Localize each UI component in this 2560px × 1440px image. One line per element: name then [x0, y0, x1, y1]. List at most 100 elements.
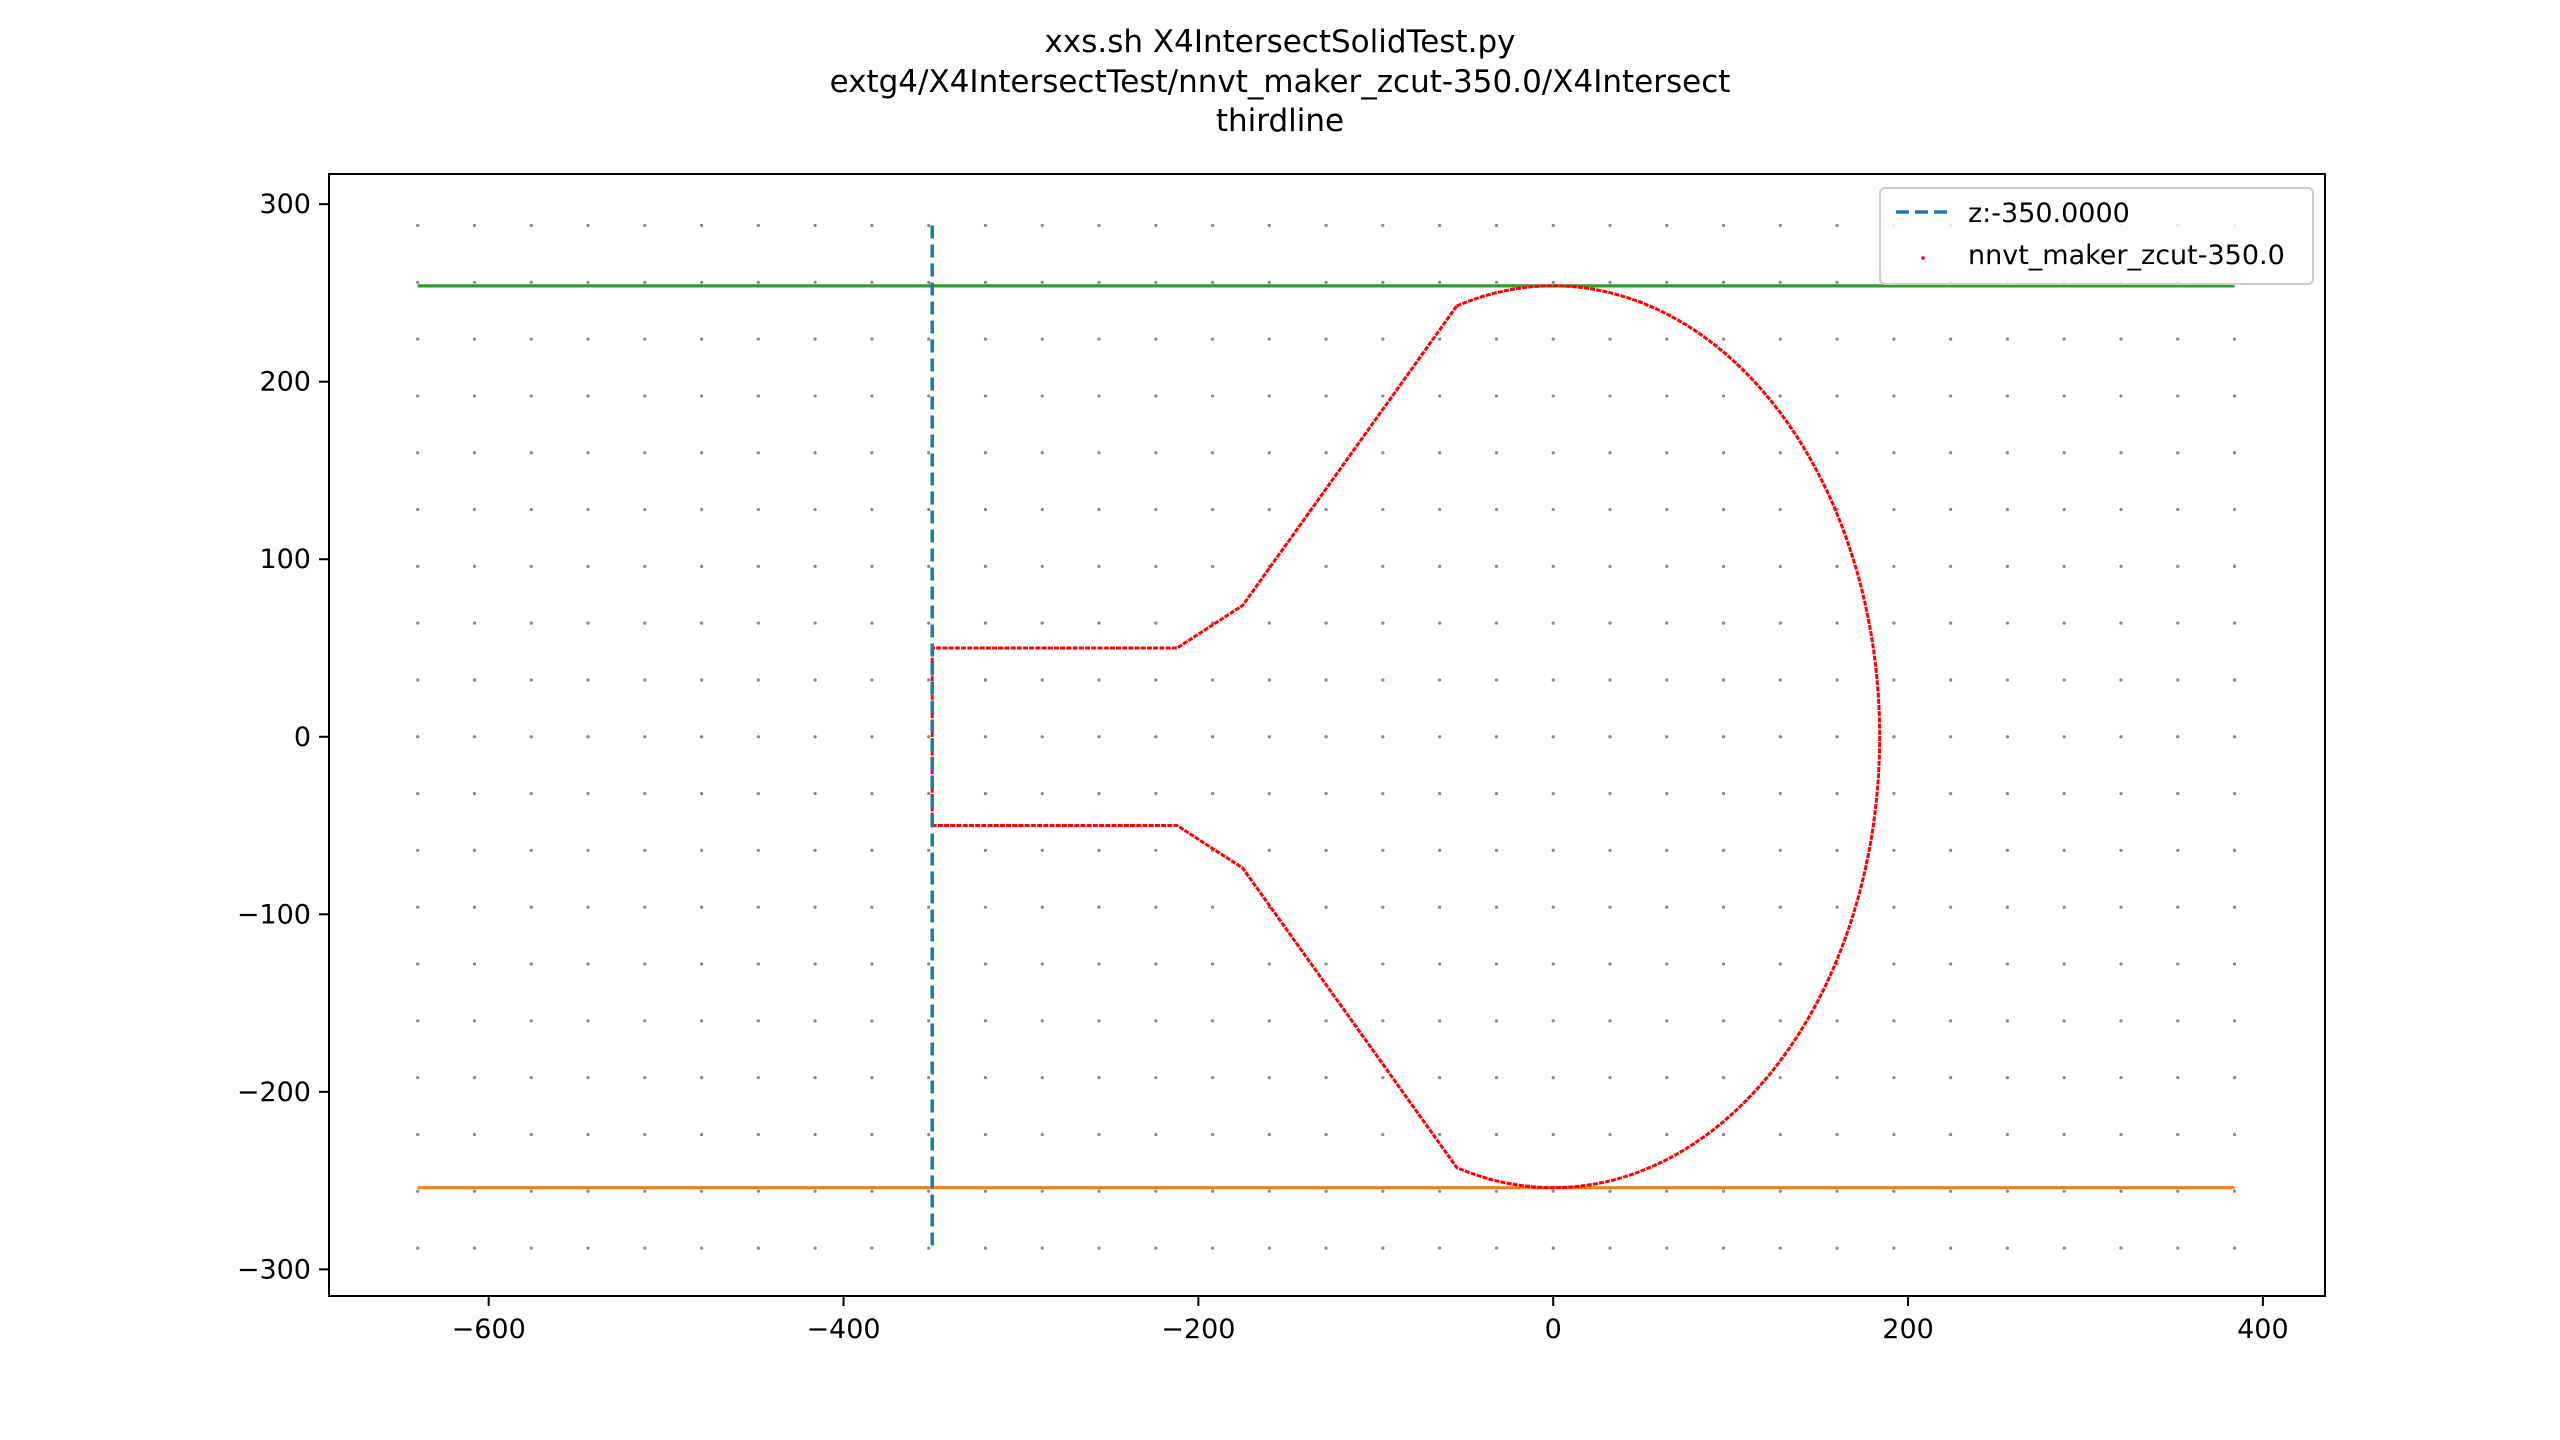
grid-point	[1721, 791, 1726, 796]
grid-point	[1210, 1246, 1215, 1250]
grid-point	[2005, 621, 2010, 625]
legend-label: z:-350.0000	[1968, 198, 2130, 229]
grid-point	[756, 394, 760, 398]
grid-point	[1324, 621, 1328, 625]
grid-point	[2232, 1132, 2237, 1137]
grid-point	[1721, 1246, 1726, 1250]
grid-point	[870, 848, 874, 852]
grid-point	[1778, 848, 1782, 852]
grid-point	[699, 223, 704, 228]
grid-point	[1438, 1246, 1442, 1250]
grid-point	[529, 394, 533, 398]
grid-point	[1267, 621, 1271, 625]
grid-point	[813, 735, 817, 739]
grid-point	[2232, 1189, 2237, 1193]
grid-point	[1892, 962, 1896, 966]
grid-point	[983, 678, 988, 682]
grid-point	[416, 962, 420, 966]
grid-point	[529, 1246, 533, 1250]
grid-point	[1949, 564, 1953, 568]
grid-point	[1721, 621, 1726, 625]
grid-point	[529, 1132, 533, 1137]
grid-point	[1210, 791, 1215, 796]
grid-point	[1494, 905, 1499, 909]
grid-point	[1154, 962, 1158, 966]
legend: z:-350.0000 nnvt_maker_zcut-350.0	[1879, 187, 2314, 285]
grid-point	[2119, 621, 2123, 625]
grid-point	[870, 1189, 874, 1193]
grid-point	[1438, 1189, 1442, 1193]
grid-point	[1040, 223, 1044, 228]
grid-point	[643, 848, 647, 852]
grid-point	[699, 962, 704, 966]
grid-point	[416, 337, 420, 341]
grid-point	[2176, 962, 2180, 966]
grid-point	[2062, 1189, 2066, 1193]
grid-point	[699, 451, 704, 455]
grid-point	[643, 735, 647, 739]
grid-point	[1835, 1189, 1839, 1193]
grid-point	[1494, 394, 1499, 398]
grid-point	[1892, 848, 1896, 852]
grid-point	[699, 1019, 704, 1023]
grid-point	[1494, 1246, 1499, 1250]
grid-point	[472, 507, 477, 512]
grid-point	[586, 1019, 590, 1023]
grid-point	[927, 280, 931, 284]
grid-point	[586, 337, 590, 341]
grid-point	[1721, 394, 1726, 398]
grid-point	[1040, 735, 1044, 739]
grid-point	[643, 223, 647, 228]
grid-point	[1494, 621, 1499, 625]
grid-point	[1040, 394, 1044, 398]
grid-point	[927, 791, 931, 796]
grid-point	[983, 280, 988, 284]
grid-point	[529, 678, 533, 682]
grid-point	[983, 507, 988, 512]
grid-point	[1892, 678, 1896, 682]
grid-point	[643, 1132, 647, 1137]
grid-point	[1438, 337, 1442, 341]
grid-point	[1267, 791, 1271, 796]
grid-point	[983, 337, 988, 341]
grid-point	[1778, 564, 1782, 568]
grid-point	[2119, 962, 2123, 966]
grid-point	[643, 337, 647, 341]
grid-point	[1210, 394, 1215, 398]
grid-point	[1494, 223, 1499, 228]
grid-point	[1154, 621, 1158, 625]
grid-point	[1438, 1076, 1442, 1080]
grid-point	[813, 1076, 817, 1080]
grid-point	[529, 280, 533, 284]
grid-point	[1835, 280, 1839, 284]
grid-point	[1721, 735, 1726, 739]
grid-point	[1210, 451, 1215, 455]
grid-point	[1892, 564, 1896, 568]
grid-point	[472, 962, 477, 966]
grid-point	[643, 1246, 647, 1250]
grid-point	[2176, 337, 2180, 341]
grid-point	[1778, 962, 1782, 966]
grid-point	[1721, 280, 1726, 284]
grid-point	[1949, 905, 1953, 909]
grid-point	[813, 1246, 817, 1250]
grid-point	[1949, 962, 1953, 966]
grid-point	[1097, 905, 1101, 909]
grid-point	[1949, 451, 1953, 455]
grid-point	[1835, 223, 1839, 228]
grid-point	[1835, 451, 1839, 455]
grid-point	[1778, 1019, 1782, 1023]
grid-point	[1040, 1076, 1044, 1080]
grid-point	[2062, 1246, 2066, 1250]
grid-point	[1381, 564, 1385, 568]
grid-point	[2176, 564, 2180, 568]
grid-point	[2176, 848, 2180, 852]
grid-point	[1721, 1076, 1726, 1080]
grid-point	[1324, 791, 1328, 796]
grid-point	[813, 678, 817, 682]
grid-point	[1040, 848, 1044, 852]
grid-point	[1665, 394, 1669, 398]
grid-point	[1210, 564, 1215, 568]
grid-point	[586, 621, 590, 625]
